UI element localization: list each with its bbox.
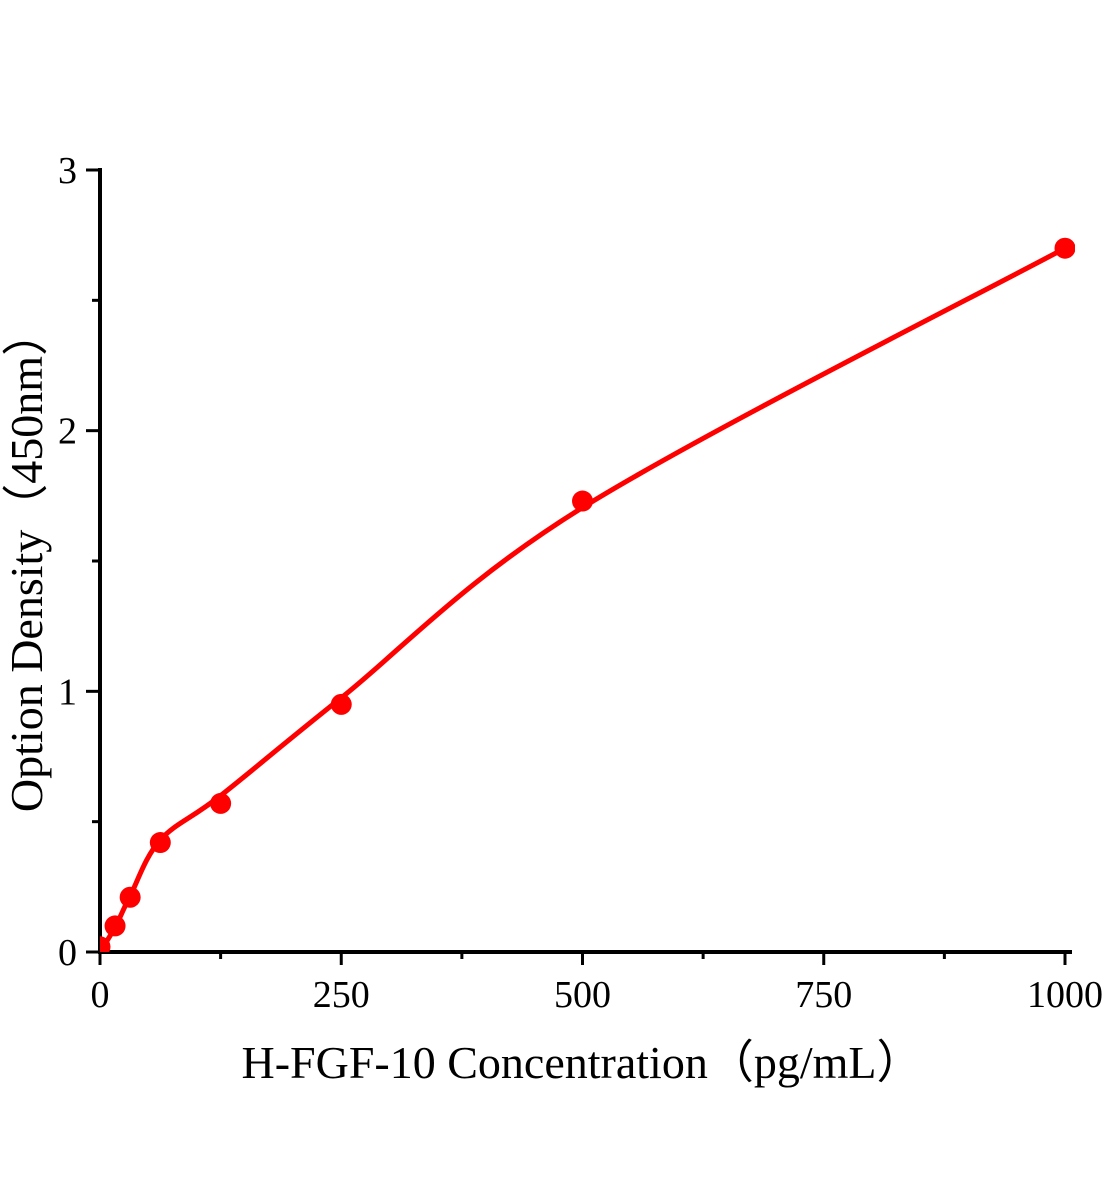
x-axis-title: H-FGF-10 Concentration（pg/mL） bbox=[242, 1037, 923, 1088]
fit-curve bbox=[100, 245, 1068, 952]
data-point-marker bbox=[330, 693, 352, 715]
x-tick-label: 750 bbox=[795, 974, 852, 1016]
x-tick-label: 250 bbox=[313, 974, 370, 1016]
y-tick-label: 2 bbox=[58, 411, 77, 453]
data-point-marker bbox=[100, 936, 111, 952]
x-tick-label: 1000 bbox=[1027, 974, 1103, 1016]
y-tick-label: 1 bbox=[58, 671, 77, 713]
y-axis-title: Option Density（450nm） bbox=[1, 310, 52, 812]
x-tick-label: 0 bbox=[91, 974, 110, 1016]
y-tick-label: 3 bbox=[58, 150, 77, 192]
data-point-marker bbox=[104, 915, 126, 937]
data-point-marker bbox=[119, 886, 141, 908]
data-point-marker bbox=[210, 792, 232, 814]
x-axis: 0 250 500 750 1000 bbox=[91, 950, 1103, 1016]
x-tick-label: 500 bbox=[554, 974, 611, 1016]
data-points bbox=[100, 237, 1075, 952]
y-tick-label: 0 bbox=[58, 932, 77, 974]
data-point-marker bbox=[1054, 237, 1075, 259]
data-series bbox=[100, 245, 1068, 952]
data-point-marker bbox=[572, 490, 593, 512]
data-point-marker bbox=[149, 832, 171, 854]
y-axis: 0 1 2 3 bbox=[58, 150, 102, 974]
